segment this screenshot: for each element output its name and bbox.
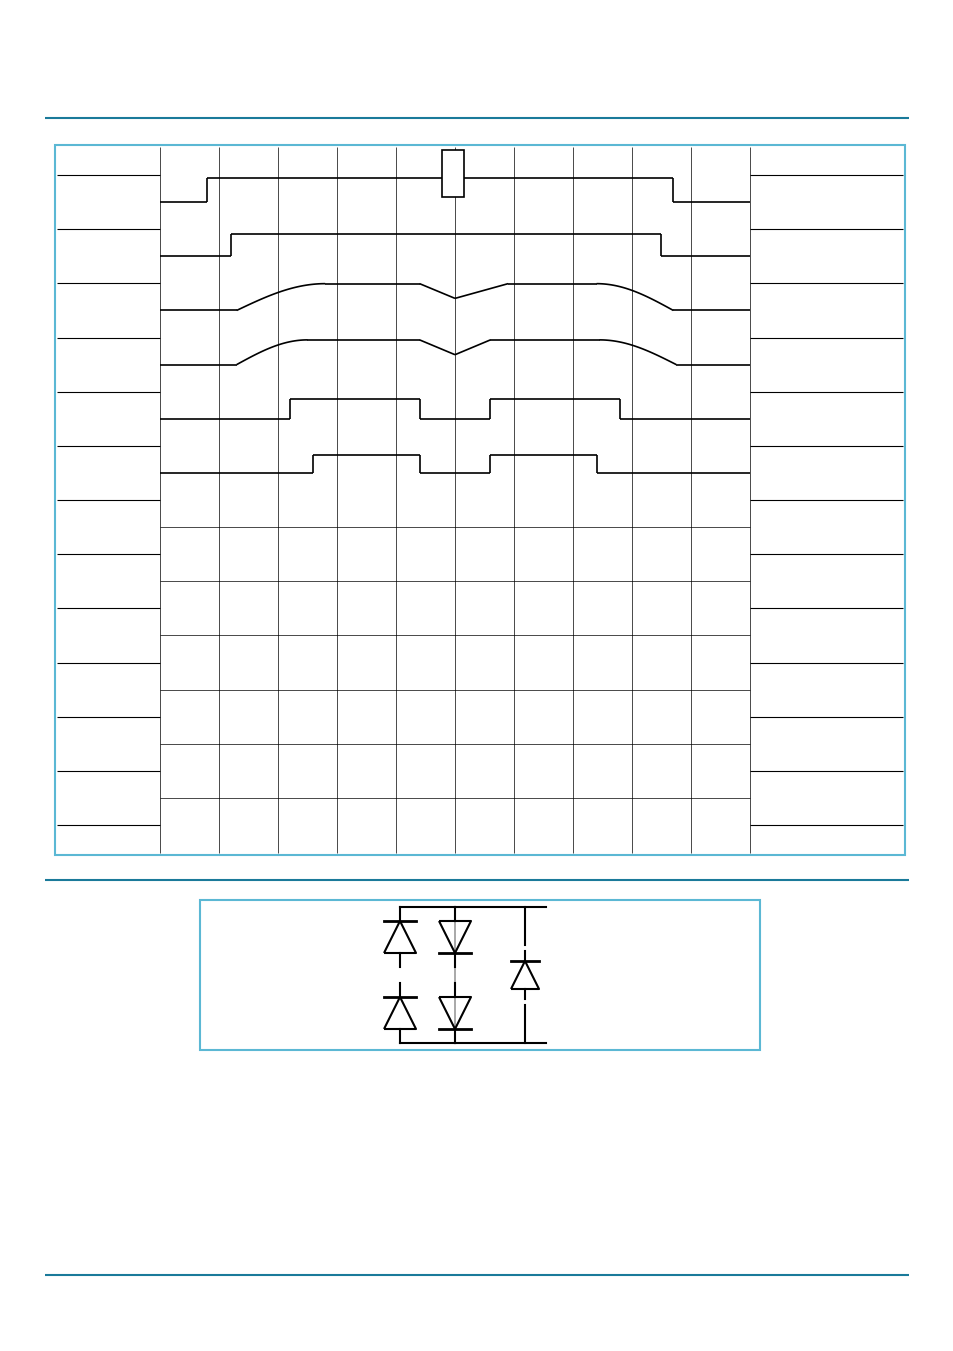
Bar bbox=[200, 900, 760, 1050]
Bar bbox=[441, 150, 464, 197]
Bar bbox=[55, 145, 904, 855]
